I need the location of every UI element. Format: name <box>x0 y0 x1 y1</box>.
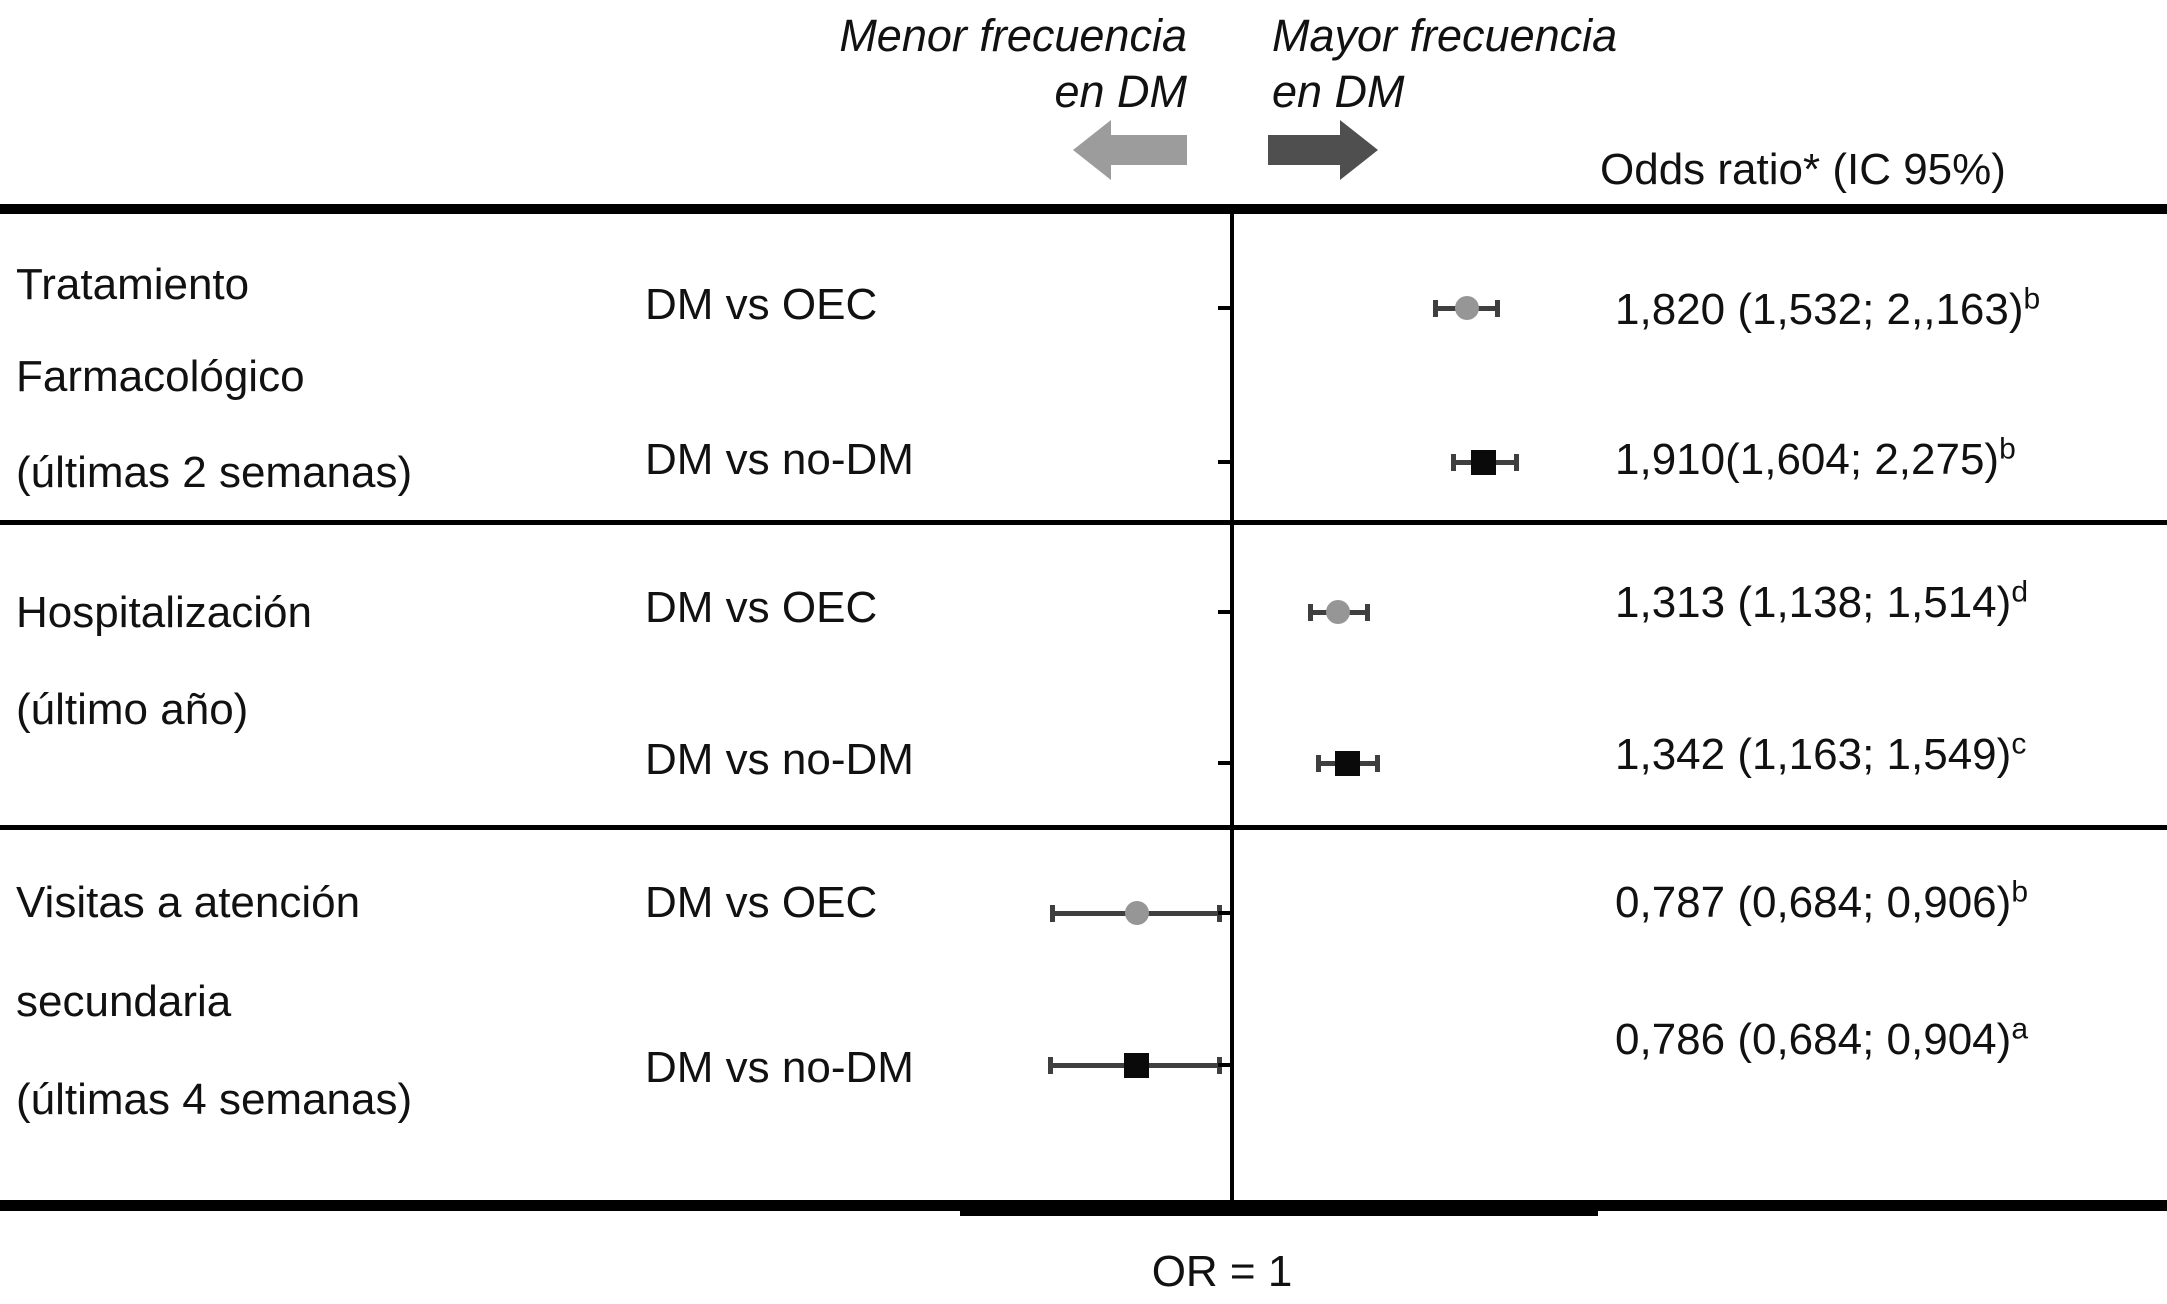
axis-row-tick <box>1218 761 1234 765</box>
ci-cap-low <box>1308 604 1313 621</box>
section-divider-1 <box>0 520 2167 525</box>
axis-row-tick <box>1218 1063 1234 1067</box>
comparison-label: DM vs OEC <box>645 280 878 329</box>
axis-row-tick <box>1218 306 1234 310</box>
group-label-line: Hospitalización <box>16 588 312 637</box>
axis-row-tick <box>1218 610 1234 614</box>
or-value-text: 0,786 (0,684; 0,904)a <box>1615 1012 2028 1064</box>
or-marker-square <box>1335 751 1360 776</box>
direction-label-left-line1: Menor frecuencia <box>839 10 1187 61</box>
or-superscript: a <box>2011 1012 2028 1046</box>
group-label-line: (últimas 2 semanas) <box>16 448 413 497</box>
or-marker-circle <box>1125 901 1149 925</box>
ci-cap-low <box>1048 1057 1053 1074</box>
ci-cap-high <box>1514 454 1519 471</box>
direction-label-left: Menor frecuencia en DM <box>640 8 1187 120</box>
or-superscript: b <box>2011 875 2028 909</box>
or-value-text: 0,787 (0,684; 0,906)b <box>1615 875 2028 927</box>
or-marker-circle <box>1326 600 1350 624</box>
ci-cap-low <box>1451 454 1456 471</box>
or-superscript: b <box>2023 282 2041 316</box>
group-label-line: Visitas a atención <box>16 878 361 927</box>
group-label-line: Tratamiento <box>16 260 250 309</box>
axis-row-tick <box>1218 911 1234 915</box>
ci-cap-high <box>1365 604 1370 621</box>
bottom-rule <box>0 1200 2167 1211</box>
direction-label-right: Mayor frecuencia en DM <box>1272 8 1617 120</box>
direction-label-right-line2: en DM <box>1272 66 1405 117</box>
ci-cap-low <box>1433 300 1438 317</box>
ci-cap-low <box>1316 755 1321 772</box>
group-label-line: Farmacológico <box>16 352 305 401</box>
or-axis-label: OR = 1 <box>1151 1247 1293 1296</box>
ci-cap-low <box>1050 905 1055 922</box>
comparison-label: DM vs no-DM <box>645 735 914 784</box>
or-marker-circle <box>1455 296 1479 320</box>
top-rule <box>0 204 2167 214</box>
or-superscript: b <box>1999 432 2016 466</box>
or-reference-line <box>1230 208 1234 1211</box>
or-value-text: 1,342 (1,163; 1,549)c <box>1615 727 2027 779</box>
or-marker-square <box>1124 1053 1149 1078</box>
group-label-line: (últimas 4 semanas) <box>16 1075 413 1124</box>
or-value-text: 1,820 (1,532; 2,,163)b <box>1615 282 2041 334</box>
axis-row-tick <box>1218 460 1234 464</box>
bottom-axis-segment <box>960 1211 1598 1216</box>
ci-cap-high <box>1495 300 1500 317</box>
direction-label-left-line2: en DM <box>1054 66 1187 117</box>
or-superscript: d <box>2011 575 2028 609</box>
direction-label-right-line1: Mayor frecuencia <box>1272 10 1618 61</box>
group-label-line: (último año) <box>16 685 249 734</box>
right-arrow-icon <box>1268 120 1378 180</box>
group-label-line: secundaria <box>16 977 232 1026</box>
comparison-label: DM vs no-DM <box>645 1043 914 1092</box>
or-marker-square <box>1471 450 1496 475</box>
or-superscript: c <box>2011 727 2027 761</box>
left-arrow-icon <box>1073 120 1187 180</box>
section-divider-2 <box>0 825 2167 830</box>
comparison-label: DM vs no-DM <box>645 435 914 484</box>
or-value-text: 1,313 (1,138; 1,514)d <box>1615 575 2028 627</box>
comparison-label: DM vs OEC <box>645 583 878 632</box>
or-column-header: Odds ratio* (IC 95%) <box>1600 145 2006 194</box>
comparison-label: DM vs OEC <box>645 878 878 927</box>
ci-cap-high <box>1375 755 1380 772</box>
or-value-text: 1,910(1,604; 2,275)b <box>1615 432 2016 484</box>
